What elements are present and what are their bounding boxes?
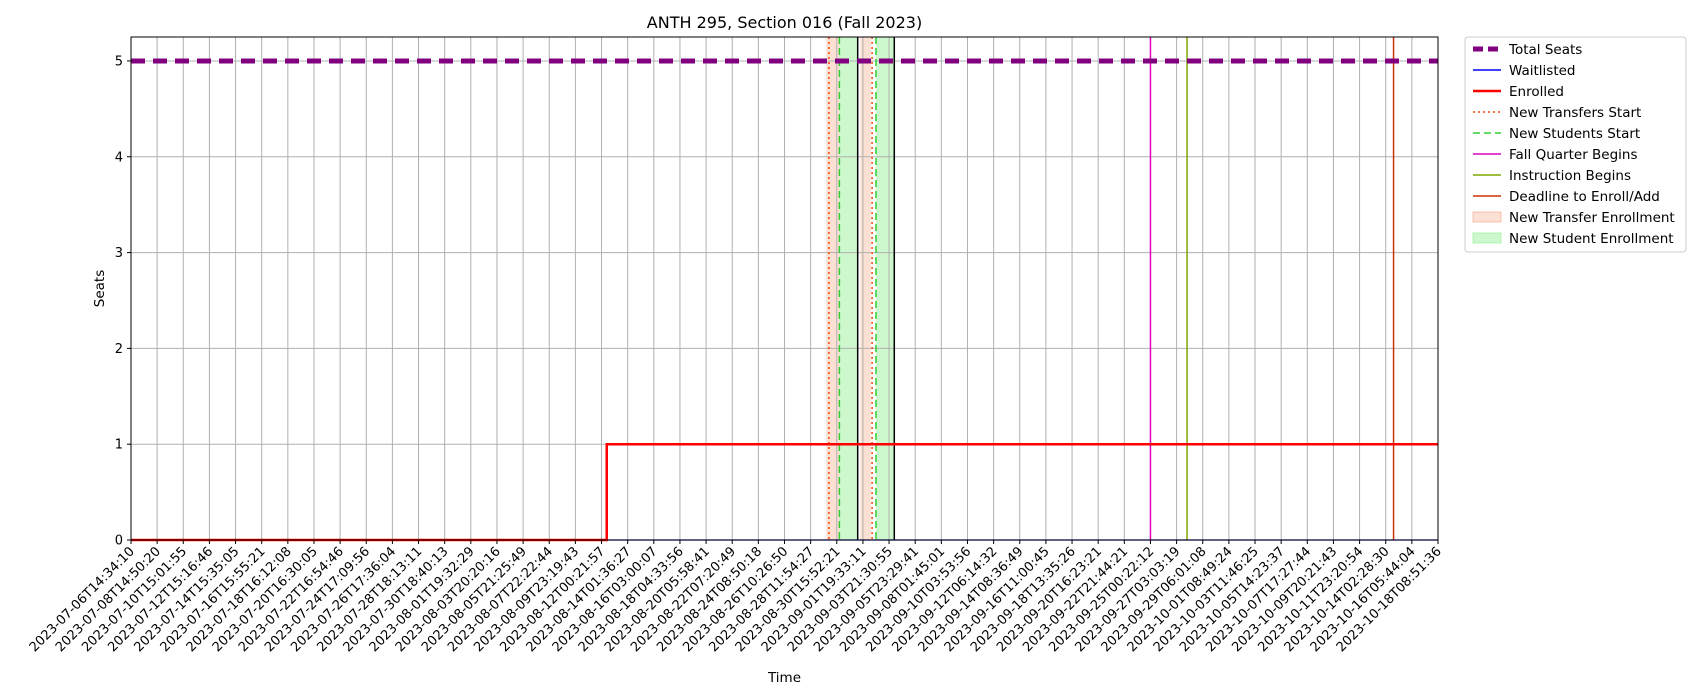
legend-fall-quarter-begins-label: Fall Quarter Begins [1509,147,1638,163]
legend-enrolled-label: Enrolled [1509,84,1564,100]
span-new-student-enrollment [875,37,895,540]
legend-deadline-to-enroll-add-label: Deadline to Enroll/Add [1509,189,1660,205]
legend-new-student-enrollment-label: New Student Enrollment [1509,231,1674,247]
y-axis-label: Seats [92,270,108,307]
legend-waitlisted-label: Waitlisted [1509,63,1576,79]
legend-box [1464,36,1687,253]
y-tick-label: 0 [115,534,123,549]
y-tick-label: 1 [115,438,123,453]
legend-total-seats-label: Total Seats [1508,42,1582,58]
span-new-transfer-enrollment [860,37,871,540]
y-tick-label: 3 [115,246,123,261]
y-tick-label: 2 [115,342,123,357]
span-new-student-enrollment [839,37,858,540]
legend-instruction-begins-label: Instruction Begins [1509,168,1631,184]
legend-new-transfer-enrollment-label: New Transfer Enrollment [1509,210,1675,226]
legend-new-transfers-start-label: New Transfers Start [1509,105,1641,121]
chart-title: ANTH 295, Section 016 (Fall 2023) [647,13,922,32]
ticks-layer: 0123452023-07-06T14:34:102023-07-08T14:5… [27,54,1445,655]
legend-new-transfer-enrollment-swatch [1472,211,1502,223]
legend: Total Seats Waitlisted Enrolled New Transfe… [1464,36,1687,253]
legend-new-students-start-label: New Students Start [1509,126,1640,142]
legend-new-student-enrollment-swatch [1472,232,1502,244]
grid-layer [130,37,1439,541]
x-axis-label: Time [767,670,801,686]
y-tick-label: 5 [115,54,123,69]
y-tick-label: 4 [115,150,123,165]
spans-layer [826,37,895,540]
